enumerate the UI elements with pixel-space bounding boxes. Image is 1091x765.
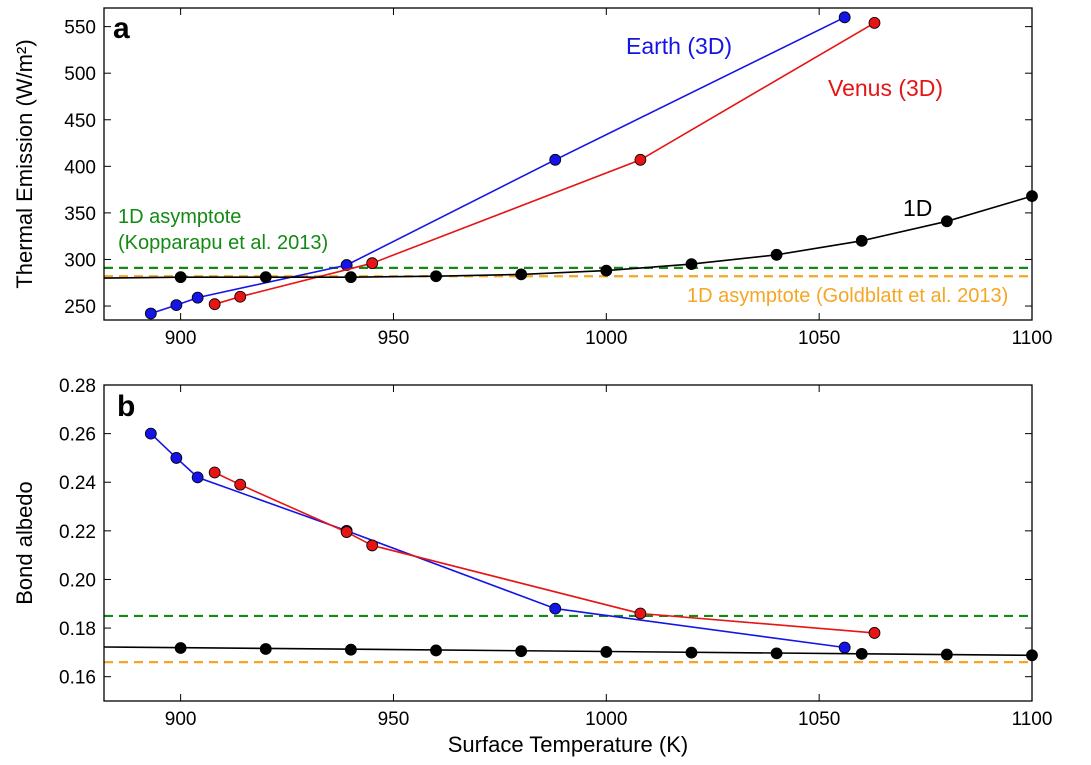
panel-a-venus-3d-point bbox=[366, 257, 379, 270]
panel-a-earth-3d-point bbox=[340, 259, 353, 271]
panel-a-earth-3d-point bbox=[144, 307, 157, 320]
panel-a-earth-3d-point bbox=[191, 291, 204, 304]
panel-b-1d-point bbox=[855, 647, 868, 660]
panel-a-1d-point bbox=[344, 271, 357, 284]
panel-a-letter: a bbox=[113, 12, 130, 45]
x-tick-label: 1100 bbox=[1012, 709, 1053, 730]
panel-b-1d-point bbox=[685, 646, 698, 659]
panel-b-venus-3d-line bbox=[214, 471, 875, 634]
panel-b-1d-point bbox=[259, 643, 272, 655]
panel-b: 900 950 1000 1050 1100 0.160.180.200.220.240… bbox=[12, 376, 1052, 757]
panel-a-1d-point bbox=[770, 248, 783, 261]
venus-label: Venus (3D) bbox=[828, 75, 943, 101]
panel-a-venus-3d-point bbox=[234, 290, 247, 303]
panel-b-venus-3d-point bbox=[634, 607, 647, 620]
panel-b-y-ticks: 0.16 0.18 0.20 0.22 0.24 0.26 0.28 bbox=[59, 376, 1032, 689]
panel-b-letter: b bbox=[117, 390, 135, 423]
y-tick-label: 0.28 bbox=[59, 376, 96, 397]
y-tick-label: 0.20 bbox=[59, 570, 96, 591]
y-tick-label: 450 bbox=[64, 111, 96, 132]
y-tick-label: 0.18 bbox=[59, 619, 96, 640]
panel-a-earth-3d-point bbox=[170, 299, 183, 311]
panel-a-1d-point bbox=[174, 271, 187, 284]
kopparapu-label-line1: 1D asymptote bbox=[118, 206, 241, 228]
panel-b-venus-3d-point bbox=[868, 627, 881, 639]
y-tick-label: 0.24 bbox=[59, 473, 96, 494]
panel-b-y-axis-label: Bond albedo bbox=[12, 481, 37, 605]
panel-a: 900 950 1000 1050 1100 250 300 350 400 450 500 550… bbox=[12, 7, 1053, 349]
y-tick-label: 0.22 bbox=[59, 522, 96, 543]
panel-a-1d-point bbox=[430, 270, 442, 283]
y-tick-label: 0.16 bbox=[59, 668, 96, 689]
y-tick-label: 300 bbox=[64, 250, 96, 271]
x-tick-label: 1100 bbox=[1012, 328, 1053, 349]
panel-a-1d-point bbox=[259, 271, 272, 284]
panel-b-x-ticks: 900 950 1000 1050 1100 bbox=[165, 385, 1053, 730]
panel-a-1d-line bbox=[103, 195, 1033, 279]
panel-a-earth-3d-line bbox=[150, 16, 846, 315]
panel-a-y-axis-label: Thermal Emission (W/m²) bbox=[12, 39, 37, 288]
panel-a-earth-3d-point bbox=[549, 153, 562, 166]
earth-label: Earth (3D) bbox=[626, 33, 732, 59]
x-tick-label: 950 bbox=[378, 709, 410, 730]
panel-b-venus-3d-point bbox=[340, 526, 353, 538]
panel-b-1d-point bbox=[600, 645, 613, 658]
panel-b-venus-3d-point bbox=[208, 466, 221, 479]
panel-a-x-ticks: 900 950 1000 1050 1100 bbox=[165, 8, 1053, 349]
goldblatt-label: 1D asymptote (Goldblatt et al. 2013) bbox=[687, 285, 1008, 307]
x-tick-label: 900 bbox=[165, 328, 197, 349]
panel-b-series bbox=[103, 427, 1038, 662]
panel-b-x-axis-label: Surface Temperature (K) bbox=[448, 732, 688, 757]
panel-b-earth-3d-point bbox=[549, 602, 562, 615]
panel-a-1d-point bbox=[940, 215, 953, 228]
oned-label: 1D bbox=[903, 195, 932, 221]
panel-b-1d-point bbox=[515, 645, 528, 658]
y-tick-label: 550 bbox=[64, 18, 96, 39]
panel-b-earth-3d-point bbox=[191, 471, 204, 484]
panel-b-1d-point bbox=[344, 643, 357, 656]
panel-b-1d-point bbox=[174, 642, 187, 654]
panel-b-1d-line bbox=[103, 646, 1033, 657]
panel-a-series bbox=[103, 11, 1038, 320]
y-tick-label: 0.26 bbox=[59, 425, 96, 446]
y-tick-label: 250 bbox=[64, 297, 96, 318]
panel-b-1d-point bbox=[770, 647, 783, 660]
x-tick-label: 1050 bbox=[798, 709, 840, 730]
panel-b-venus-3d-point bbox=[366, 539, 379, 552]
y-tick-label: 400 bbox=[64, 157, 96, 178]
panel-b-venus-3d-point bbox=[234, 478, 247, 491]
panel-a-1d-point bbox=[855, 234, 868, 247]
panel-a-venus-3d-point bbox=[208, 298, 221, 311]
panel-b-axes-frame bbox=[103, 384, 1033, 702]
kopparapu-label-line2: (Kopparapu et al. 2013) bbox=[118, 232, 328, 254]
panel-a-venus-3d-line bbox=[214, 22, 875, 305]
panel-a-venus-3d-point bbox=[634, 153, 647, 166]
panel-a-1d-point bbox=[515, 268, 528, 281]
x-tick-label: 900 bbox=[165, 709, 197, 730]
panel-b-earth-3d-point bbox=[170, 452, 183, 464]
y-tick-label: 350 bbox=[64, 204, 96, 225]
panel-b-1d-point bbox=[940, 648, 953, 661]
x-tick-label: 1000 bbox=[585, 328, 627, 349]
x-tick-label: 1050 bbox=[798, 328, 840, 349]
panel-b-earth-3d-point bbox=[838, 641, 851, 654]
panel-a-1d-point bbox=[685, 258, 698, 271]
panel-a-y-ticks: 250 300 350 400 450 500 550 bbox=[64, 18, 1032, 318]
panel-a-axes-frame bbox=[103, 7, 1033, 321]
x-tick-label: 950 bbox=[378, 328, 410, 349]
panel-a-earth-3d-point bbox=[838, 11, 851, 24]
panel-b-1d-point bbox=[430, 644, 442, 657]
panel-b-hlines bbox=[104, 614, 1032, 664]
panel-a-1d-point bbox=[600, 264, 613, 277]
y-tick-label: 500 bbox=[64, 64, 96, 85]
panel-b-earth-3d-point bbox=[144, 427, 157, 440]
panel-a-venus-3d-point bbox=[868, 17, 881, 29]
x-tick-label: 1000 bbox=[585, 709, 627, 730]
panel-a-hlines bbox=[104, 266, 1032, 278]
